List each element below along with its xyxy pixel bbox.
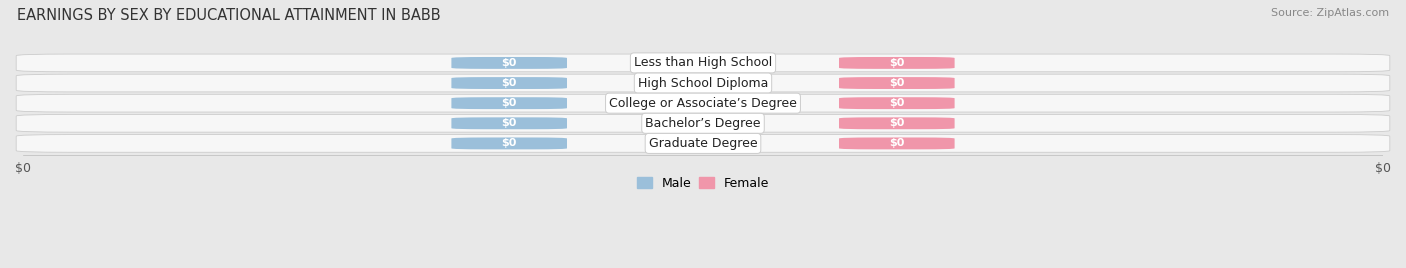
Text: Graduate Degree: Graduate Degree [648, 137, 758, 150]
FancyBboxPatch shape [839, 137, 955, 149]
FancyBboxPatch shape [451, 137, 567, 149]
FancyBboxPatch shape [839, 117, 955, 129]
Legend: Male, Female: Male, Female [631, 172, 775, 195]
Text: $0: $0 [502, 98, 517, 108]
Text: $0: $0 [889, 118, 904, 128]
FancyBboxPatch shape [451, 57, 567, 69]
FancyBboxPatch shape [839, 77, 955, 89]
Text: Bachelor’s Degree: Bachelor’s Degree [645, 117, 761, 130]
Text: High School Diploma: High School Diploma [638, 77, 768, 90]
FancyBboxPatch shape [17, 94, 1389, 112]
Text: $0: $0 [889, 78, 904, 88]
Text: $0: $0 [502, 78, 517, 88]
Text: $0: $0 [502, 118, 517, 128]
FancyBboxPatch shape [17, 135, 1389, 152]
Text: $0: $0 [502, 138, 517, 148]
Text: $0: $0 [889, 98, 904, 108]
Text: EARNINGS BY SEX BY EDUCATIONAL ATTAINMENT IN BABB: EARNINGS BY SEX BY EDUCATIONAL ATTAINMEN… [17, 8, 440, 23]
FancyBboxPatch shape [17, 54, 1389, 72]
Text: $0: $0 [889, 138, 904, 148]
FancyBboxPatch shape [17, 114, 1389, 132]
Text: College or Associate’s Degree: College or Associate’s Degree [609, 97, 797, 110]
FancyBboxPatch shape [451, 97, 567, 109]
FancyBboxPatch shape [839, 97, 955, 109]
FancyBboxPatch shape [451, 77, 567, 89]
FancyBboxPatch shape [17, 74, 1389, 92]
Text: $0: $0 [502, 58, 517, 68]
FancyBboxPatch shape [839, 57, 955, 69]
FancyBboxPatch shape [451, 117, 567, 129]
Text: $0: $0 [889, 58, 904, 68]
Text: Less than High School: Less than High School [634, 57, 772, 69]
Text: Source: ZipAtlas.com: Source: ZipAtlas.com [1271, 8, 1389, 18]
